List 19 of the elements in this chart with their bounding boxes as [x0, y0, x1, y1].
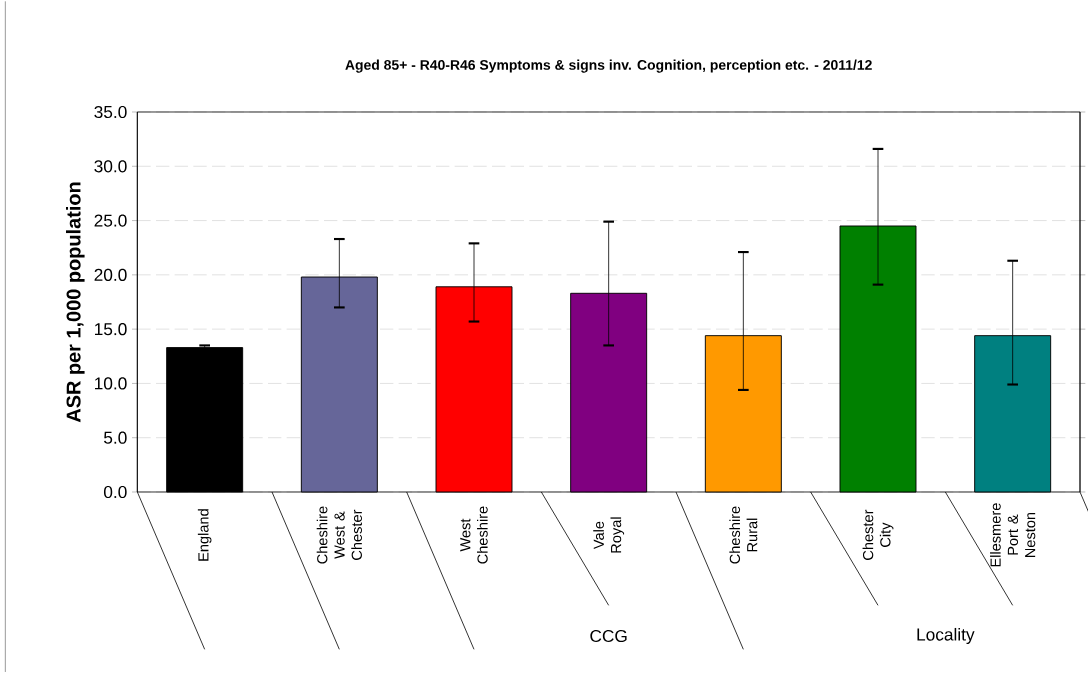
x-tick-label: Vale Royal	[593, 517, 625, 553]
x-tick-label: West Cheshire	[460, 506, 488, 564]
y-tick-label: 30.0	[94, 160, 127, 173]
y-tick-label: 25.0	[94, 214, 127, 227]
text: CCG	[590, 629, 627, 642]
x-tick-label: Cheshire Rural	[729, 506, 758, 564]
x-tick-label: Ellesmere Port & Neston	[990, 503, 1036, 567]
y-axis-title: ASR per 1,000 population	[66, 182, 85, 423]
text: Locality	[917, 627, 975, 644]
x-tick-label: England	[197, 509, 212, 561]
chart-title: Aged 85+ - R40-R46 Symptoms & signs inv. Cognition, perception etc. - 2011/12	[345, 59, 872, 73]
y-tick-label: 0.0	[103, 485, 127, 498]
y-tick-label: 20.0	[94, 268, 127, 281]
y-tick-label: 5.0	[103, 431, 127, 444]
x-tick-label: Cheshire West & Chester	[316, 506, 362, 564]
x-tick-label: Chester City	[862, 509, 894, 560]
y-tick-label: 15.0	[95, 322, 127, 336]
y-tick-label: 35.0	[94, 105, 127, 118]
y-tick-label: 10.0	[95, 377, 127, 390]
